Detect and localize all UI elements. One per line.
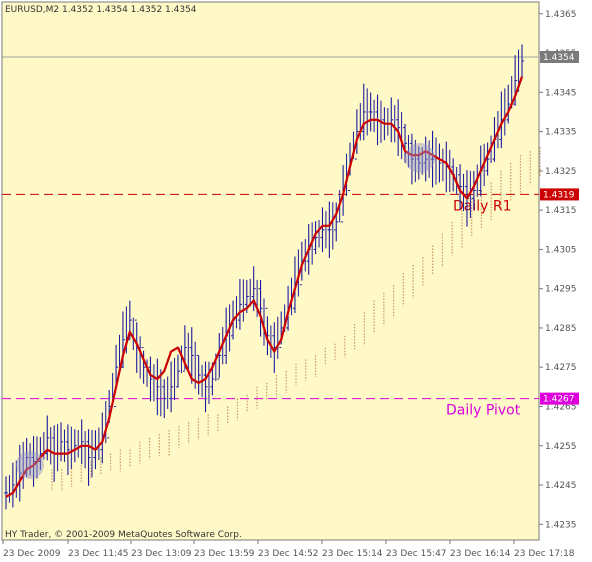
x-tick-label: 23 Dec 11:45: [68, 549, 129, 559]
copyright-footer: HY Trader, © 2001-2009 MetaQuotes Softwa…: [5, 530, 242, 540]
x-tick-label: 23 Dec 2009: [3, 549, 61, 559]
level-tag-0: 1.4319: [543, 190, 575, 200]
level-tag-1-bg: [540, 392, 579, 405]
highlight-circle-right: [405, 143, 435, 173]
y-tick-label: 1.4255: [545, 442, 577, 452]
current-price-tag-bg: [540, 50, 579, 63]
moving-average-line: [5, 76, 524, 498]
x-tick-label: 23 Dec 14:52: [258, 549, 319, 559]
x-tick-label: 23 Dec 16:14: [450, 549, 511, 559]
current-price-tag: 1.4354: [543, 53, 575, 63]
y-tick-label: 1.4275: [545, 363, 577, 373]
y-tick-label: 1.4305: [545, 245, 577, 255]
highlight-circle-left: [16, 451, 44, 479]
level-label-1: Daily Pivot: [446, 403, 521, 419]
y-tick-label: 1.4295: [545, 285, 577, 295]
x-tick-label: 23 Dec 15:47: [386, 549, 447, 559]
y-tick-label: 1.4345: [545, 88, 577, 98]
y-tick-label: 1.4235: [545, 520, 577, 530]
x-tick-label: 23 Dec 17:18: [514, 549, 575, 559]
y-tick-label: 1.4315: [545, 206, 577, 216]
cloud-layer: [51, 147, 541, 491]
y-tick-label: 1.4325: [545, 167, 577, 177]
y-tick-label: 1.4285: [545, 324, 577, 334]
y-tick-label: 1.4265: [545, 402, 577, 412]
plot-area[interactable]: [1, 1, 540, 541]
y-tick-label: 1.4365: [545, 10, 577, 20]
chart-title: EURUSD,M2 1.4352 1.4354 1.4352 1.4354: [5, 5, 197, 15]
axis-layer: 1.43651.43551.43451.43351.43251.43151.43…: [2, 10, 579, 559]
x-tick-label: 23 Dec 15:14: [322, 549, 383, 559]
y-tick-label: 1.4245: [545, 481, 577, 491]
x-tick-label: 23 Dec 13:59: [194, 549, 255, 559]
x-tick-label: 23 Dec 13:09: [131, 549, 192, 559]
level-tag-1: 1.4267: [543, 395, 575, 405]
level-tag-0-bg: [540, 188, 579, 201]
y-tick-label: 1.4335: [545, 128, 577, 138]
level-label-0: Daily R1: [453, 198, 512, 214]
level-layer: Daily R1 Daily Pivot: [2, 193, 539, 419]
